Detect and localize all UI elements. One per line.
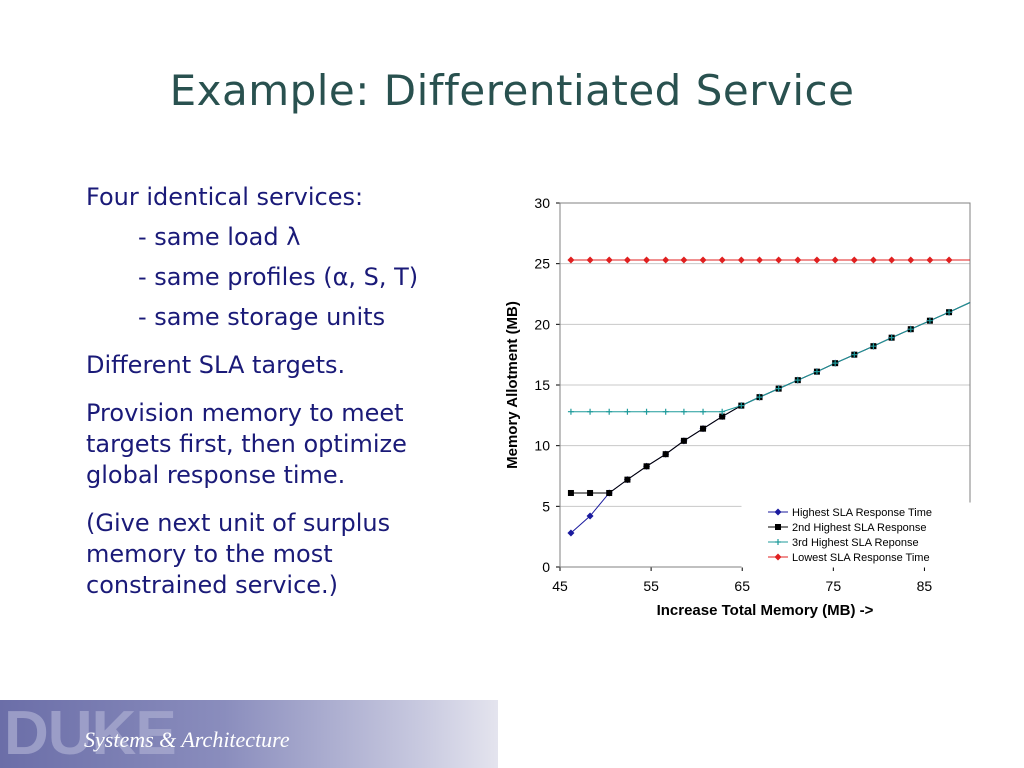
text-line: Provision memory to meet [86, 399, 404, 427]
data-point-series-4 [699, 256, 707, 264]
bullet-four-services: Four identical services: [86, 183, 364, 211]
data-point-series-4 [813, 256, 821, 264]
data-point-series-4 [888, 256, 896, 264]
text-line: targets first, then optimize [86, 430, 407, 458]
series-line-3 [570, 302, 971, 413]
data-point-series-3 [888, 334, 895, 341]
duke-logo: DUKE [4, 700, 177, 768]
data-point-series-3 [606, 408, 613, 415]
legend-label: 2nd Highest SLA Response [792, 522, 927, 534]
memory-allotment-chart: 0 5 10 15 20 25 30 45 55 65 75 85 Increase Total Mem… [504, 195, 971, 619]
series-line-1 [570, 302, 971, 534]
data-point-series-3 [946, 309, 953, 316]
x-tick-label: 75 [826, 578, 842, 594]
bullet-provision-memory: Provision memory to meet targets first, … [86, 398, 486, 491]
data-point-series-2 [567, 489, 574, 496]
data-point-series-2 [606, 489, 613, 496]
x-tick-label: 85 [917, 578, 933, 594]
y-tick-label: 10 [534, 438, 550, 454]
text-line: constrained service.) [86, 571, 339, 599]
text-line: (Give next unit of surplus [86, 509, 391, 537]
legend-label: Lowest SLA Response Time [792, 552, 930, 564]
x-axis-title: Increase Total Memory (MB) -> [657, 602, 874, 619]
data-point-series-4 [794, 256, 802, 264]
data-point-series-3 [624, 408, 631, 415]
data-point-series-3 [662, 408, 669, 415]
data-point-series-4 [737, 256, 745, 264]
data-point-series-2 [624, 476, 631, 483]
y-tick-label: 30 [534, 195, 550, 211]
data-point-series-4 [831, 256, 839, 264]
y-tick-label: 25 [534, 256, 550, 272]
y-tick-label: 0 [542, 559, 550, 575]
data-point-series-4 [907, 256, 915, 264]
data-point-series-4 [926, 256, 934, 264]
x-tick-label: 55 [643, 578, 659, 594]
y-tick-label: 15 [534, 377, 550, 393]
legend-label: Highest SLA Response Time [792, 507, 932, 519]
footer-caption: Systems & Architecture [84, 727, 290, 752]
data-point-series-3 [680, 408, 687, 415]
data-point-series-3 [738, 402, 745, 409]
slide-body: Four identical services: - same load λ -… [86, 182, 486, 601]
data-point-series-3 [851, 351, 858, 358]
data-point-series-3 [813, 368, 820, 375]
y-axis-title: Memory Allotment (MB) [504, 301, 521, 469]
legend-marker [774, 508, 782, 516]
data-point-series-1 [567, 529, 575, 537]
x-tick-label: 45 [552, 578, 568, 594]
y-tick-label: 20 [534, 316, 550, 332]
data-point-series-3 [587, 408, 594, 415]
y-tick-label: 5 [542, 498, 550, 514]
data-point-series-4 [869, 256, 877, 264]
data-point-series-3 [870, 343, 877, 350]
data-point-series-4 [623, 256, 631, 264]
data-point-series-2 [643, 463, 650, 470]
data-point-series-3 [775, 385, 782, 392]
x-tick-label: 65 [734, 578, 750, 594]
data-point-series-3 [907, 326, 914, 333]
data-point-series-4 [775, 256, 783, 264]
data-point-series-2 [587, 489, 594, 496]
bullet-same-load: - same load λ [138, 223, 301, 251]
data-point-series-3 [756, 394, 763, 401]
data-point-series-3 [719, 408, 726, 415]
bullet-same-storage: - same storage units [138, 303, 386, 331]
data-point-series-4 [662, 256, 670, 264]
data-point-series-3 [567, 408, 574, 415]
data-point-series-2 [662, 451, 669, 458]
data-point-series-4 [567, 256, 575, 264]
data-point-series-1 [586, 512, 594, 520]
data-point-series-4 [756, 256, 764, 264]
data-point-series-4 [945, 256, 953, 264]
legend-label: 3rd Highest SLA Reponse [792, 537, 919, 549]
data-point-series-4 [850, 256, 858, 264]
legend-marker [775, 539, 781, 545]
text-line: global response time. [86, 461, 346, 489]
data-point-series-4 [718, 256, 726, 264]
data-point-series-3 [643, 408, 650, 415]
data-point-series-3 [926, 317, 933, 324]
bullet-different-sla: Different SLA targets. [86, 351, 346, 379]
data-point-series-4 [643, 256, 651, 264]
data-point-series-2 [680, 437, 687, 444]
bullet-same-profiles: - same profiles (α, S, T) [138, 263, 419, 291]
slide-title: Example: Differentiated Service [169, 66, 855, 115]
legend-marker [775, 524, 781, 530]
legend-marker [774, 553, 782, 561]
data-point-series-4 [605, 256, 613, 264]
data-point-series-4 [586, 256, 594, 264]
bullet-surplus-unit: (Give next unit of surplus memory to the… [86, 508, 486, 601]
data-point-series-4 [680, 256, 688, 264]
footer-banner: DUKE Systems & Architecture [0, 700, 498, 768]
data-point-series-3 [832, 360, 839, 367]
data-point-series-3 [794, 377, 801, 384]
text-line: memory to the most [86, 540, 333, 568]
data-point-series-3 [700, 408, 707, 415]
data-point-series-2 [719, 413, 726, 420]
data-point-series-2 [700, 425, 707, 432]
